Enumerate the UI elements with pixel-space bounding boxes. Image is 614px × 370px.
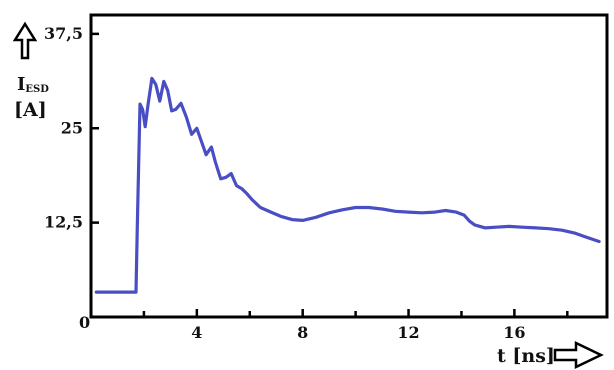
x-tick-label: 12 (397, 323, 419, 342)
x-axis-label: t [ns] (497, 345, 555, 367)
y-tick-label: 12,5 (44, 213, 83, 232)
y-axis-label-main: I (17, 74, 25, 95)
y-tick-label: 37,5 (44, 24, 83, 43)
x-tick-label: 4 (191, 323, 202, 342)
up-arrow-icon (12, 21, 38, 60)
series-line-esd-current (94, 76, 601, 294)
x-axis-ticks: 4 8 12 16 (142, 309, 569, 342)
right-arrow-icon (553, 341, 604, 369)
y-axis-ticks: 12,5 25 37,5 (44, 24, 99, 232)
y-axis-label-sub: ESD (25, 84, 49, 95)
y-tick-label: 25 (61, 118, 83, 137)
x-tick-label: 16 (503, 323, 525, 342)
origin-tick-label: 0 (79, 313, 90, 332)
y-axis-label: IESD (17, 74, 49, 95)
plot-frame (89, 13, 609, 319)
x-tick-label: 8 (297, 323, 308, 342)
y-axis-unit: [A] (14, 99, 47, 121)
